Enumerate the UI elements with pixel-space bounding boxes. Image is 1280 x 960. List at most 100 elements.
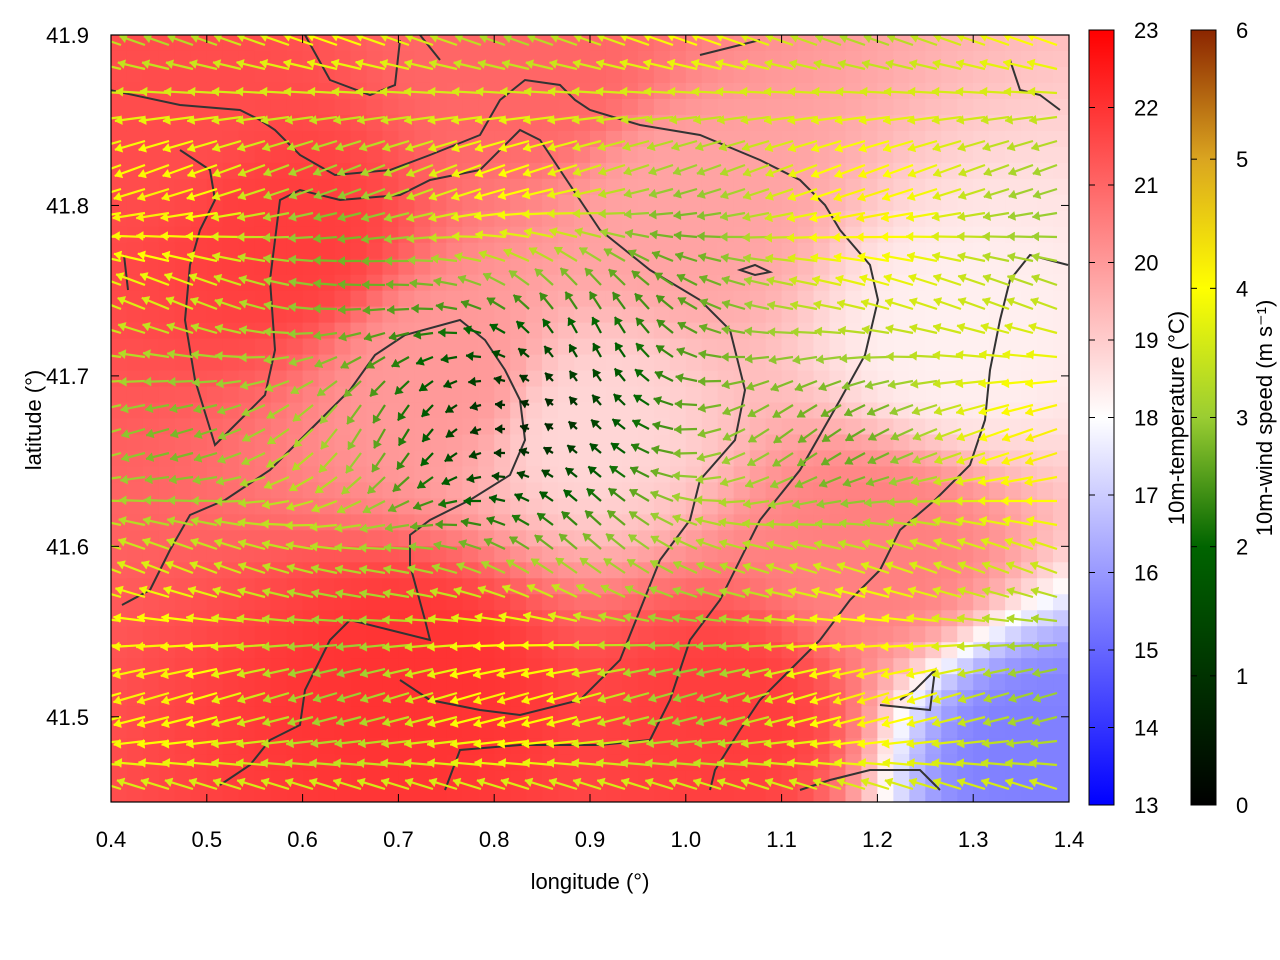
heatmap-cell bbox=[574, 322, 591, 340]
wind-arrow bbox=[119, 474, 146, 485]
heatmap-cell bbox=[142, 786, 160, 802]
wind-arrow bbox=[907, 86, 938, 97]
heatmap-cell bbox=[366, 722, 384, 739]
wind-arrow bbox=[340, 356, 362, 369]
heatmap-cell bbox=[542, 498, 559, 515]
heatmap-cell bbox=[605, 98, 623, 116]
heatmap-cell bbox=[685, 594, 703, 611]
heatmap-cell bbox=[302, 258, 320, 276]
heatmap-cell bbox=[494, 514, 511, 531]
wind-arrow bbox=[981, 297, 1010, 311]
wind-arrow bbox=[337, 233, 362, 244]
heatmap-cell bbox=[989, 258, 1006, 276]
wind-arrow bbox=[190, 516, 218, 527]
heatmap-cell bbox=[270, 66, 288, 84]
heatmap-cell bbox=[813, 658, 831, 675]
wind-arrow bbox=[643, 86, 674, 97]
heatmap-cell bbox=[781, 450, 799, 468]
heatmap-cell bbox=[1021, 226, 1038, 244]
heatmap-cell bbox=[334, 66, 352, 84]
heatmap-cell bbox=[1053, 370, 1069, 388]
heatmap-cell bbox=[574, 338, 591, 356]
heatmap-cell bbox=[957, 130, 974, 148]
heatmap-cell bbox=[829, 418, 847, 436]
heatmap-cell bbox=[1005, 306, 1022, 324]
wind-arrow bbox=[188, 272, 218, 287]
colorbar-tick-label: 16 bbox=[1134, 561, 1158, 586]
heatmap-cell bbox=[797, 146, 815, 164]
wind-arrow bbox=[241, 452, 266, 466]
wind-arrow bbox=[764, 211, 794, 223]
wind-arrow bbox=[1024, 496, 1057, 506]
wind-arrow bbox=[111, 403, 122, 409]
heatmap-cell bbox=[318, 514, 336, 531]
heatmap-cell bbox=[478, 322, 495, 340]
heatmap-cell bbox=[1005, 178, 1022, 196]
heatmap-cell bbox=[797, 306, 815, 324]
wind-arrow bbox=[421, 428, 434, 443]
wind-arrow bbox=[908, 59, 938, 71]
wind-arrow bbox=[237, 252, 266, 263]
heatmap-cell bbox=[973, 546, 990, 563]
heatmap-cell bbox=[222, 610, 240, 627]
wind-arrow bbox=[518, 447, 530, 457]
heatmap-cell bbox=[350, 338, 368, 356]
heatmap-cell bbox=[558, 194, 575, 212]
heatmap-cell bbox=[621, 354, 639, 372]
wind-arrow bbox=[458, 539, 482, 551]
wind-arrow bbox=[319, 404, 338, 425]
heatmap-cell bbox=[1037, 674, 1054, 691]
wind-arrow bbox=[213, 35, 242, 47]
heatmap-cell bbox=[733, 338, 751, 356]
wind-arrow bbox=[111, 379, 122, 383]
wind-arrow bbox=[977, 475, 1010, 487]
wind-arrow bbox=[571, 86, 602, 97]
heatmap-cell bbox=[1037, 546, 1054, 563]
heatmap-cell bbox=[605, 466, 623, 484]
heatmap-cell bbox=[973, 66, 990, 84]
wind-arrow bbox=[265, 452, 290, 469]
heatmap-cell bbox=[877, 258, 894, 276]
heatmap-cell bbox=[222, 354, 240, 372]
heatmap-cell bbox=[957, 258, 974, 276]
heatmap-cell bbox=[877, 594, 894, 611]
heatmap-cell bbox=[829, 98, 847, 116]
wind-arrow bbox=[404, 59, 434, 71]
heatmap-cell bbox=[350, 386, 368, 404]
wind-arrow bbox=[790, 327, 818, 337]
heatmap-cell bbox=[749, 418, 767, 436]
wind-arrow bbox=[931, 231, 962, 242]
heatmap-cell bbox=[334, 178, 352, 196]
heatmap-cell bbox=[222, 306, 240, 324]
wind-arrow bbox=[719, 163, 746, 177]
wind-arrow bbox=[493, 448, 506, 458]
wind-arrow bbox=[821, 428, 842, 443]
wind-arrow bbox=[406, 233, 434, 244]
heatmap-cell bbox=[590, 258, 607, 276]
wind-arrow bbox=[1028, 114, 1058, 125]
wind-arrow bbox=[741, 139, 770, 152]
heatmap-cell bbox=[861, 98, 878, 116]
heatmap-cell bbox=[829, 258, 847, 276]
wind-arrow bbox=[1007, 211, 1034, 221]
heatmap-cell bbox=[446, 418, 463, 436]
heatmap-cell bbox=[877, 242, 894, 260]
heatmap-cell bbox=[462, 770, 479, 787]
heatmap-cell bbox=[206, 530, 224, 547]
heatmap-cell bbox=[382, 706, 399, 723]
wind-arrow bbox=[858, 115, 890, 126]
heatmap-cell bbox=[685, 146, 703, 164]
heatmap-cell bbox=[749, 786, 767, 802]
heatmap-cell bbox=[494, 674, 511, 691]
wind-arrow bbox=[544, 422, 554, 432]
heatmap-cell bbox=[845, 626, 863, 643]
heatmap-cell bbox=[941, 498, 958, 515]
wind-arrow bbox=[451, 86, 482, 97]
heatmap-cell bbox=[254, 594, 272, 611]
wind-arrow bbox=[1007, 252, 1034, 263]
heatmap-cell bbox=[222, 50, 240, 68]
wind-arrow bbox=[261, 499, 290, 510]
wind-arrow bbox=[909, 323, 938, 335]
heatmap-cell bbox=[781, 514, 799, 531]
wind-arrow bbox=[866, 403, 890, 417]
